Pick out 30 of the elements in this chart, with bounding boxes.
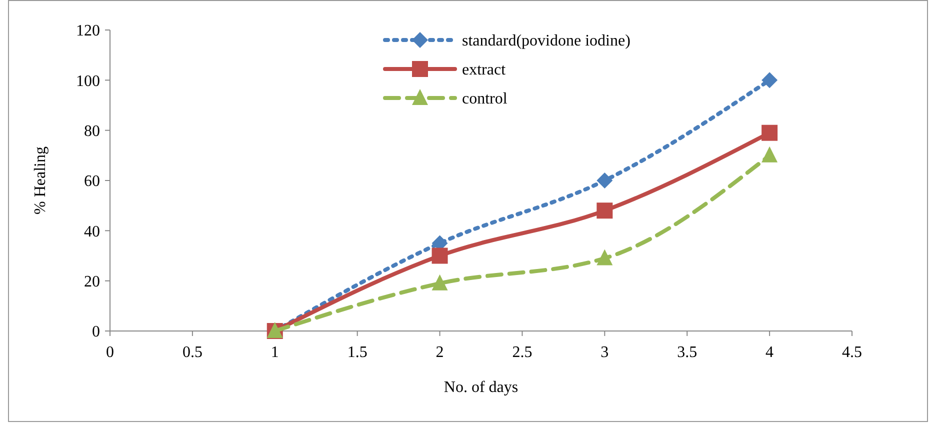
x-tick-label: 3 bbox=[600, 344, 609, 361]
legend-label: extract bbox=[462, 62, 506, 79]
point bbox=[432, 248, 448, 264]
x-axis-title: No. of days bbox=[444, 379, 518, 396]
point bbox=[762, 72, 778, 88]
point bbox=[762, 124, 778, 141]
x-tick-label: 2.5 bbox=[512, 344, 532, 361]
y-tick-label: 100 bbox=[76, 72, 100, 90]
y-tick-label: 0 bbox=[92, 324, 100, 341]
x-tick-label: 1 bbox=[270, 344, 279, 361]
point bbox=[596, 172, 613, 188]
y-tick-label: 120 bbox=[76, 22, 100, 40]
x-tick-label: 2 bbox=[436, 344, 444, 361]
x-tick-label: 0.5 bbox=[182, 344, 202, 361]
y-tick-label: 60 bbox=[84, 173, 100, 190]
point bbox=[762, 146, 778, 162]
x-tick-label: 4.5 bbox=[842, 344, 862, 361]
point bbox=[596, 202, 613, 219]
y-tick-label: 40 bbox=[84, 223, 100, 240]
x-tick-label: 0 bbox=[106, 344, 114, 361]
legend-label: standard(povidone iodine) bbox=[462, 32, 630, 50]
point bbox=[596, 249, 613, 266]
y-tick-label: 80 bbox=[84, 122, 100, 140]
y-axis-title: % Healing bbox=[32, 146, 49, 214]
y-tick-label: 20 bbox=[84, 273, 100, 290]
x-tick-label: 4 bbox=[766, 344, 774, 361]
point bbox=[432, 274, 448, 290]
legend-label: control bbox=[462, 90, 508, 108]
x-tick-label: 3.5 bbox=[677, 344, 698, 361]
x-tick-label: 1.5 bbox=[347, 344, 368, 361]
